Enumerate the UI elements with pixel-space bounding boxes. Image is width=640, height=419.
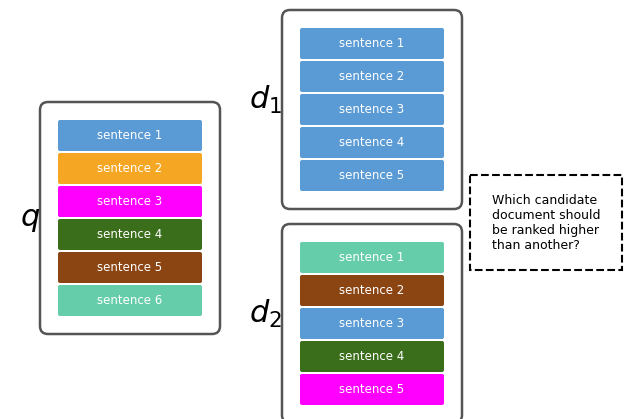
FancyBboxPatch shape [300,242,444,273]
FancyBboxPatch shape [300,160,444,191]
Text: sentence 4: sentence 4 [339,136,404,149]
Text: sentence 4: sentence 4 [97,228,163,241]
Text: sentence 4: sentence 4 [339,350,404,363]
Text: sentence 2: sentence 2 [339,284,404,297]
FancyBboxPatch shape [282,224,462,419]
FancyBboxPatch shape [300,94,444,125]
Text: sentence 3: sentence 3 [97,195,163,208]
FancyBboxPatch shape [58,153,202,184]
Text: sentence 5: sentence 5 [339,383,404,396]
FancyBboxPatch shape [300,28,444,59]
Text: sentence 6: sentence 6 [97,294,163,307]
Text: sentence 1: sentence 1 [339,251,404,264]
Text: $q$: $q$ [20,202,40,233]
FancyBboxPatch shape [300,275,444,306]
Text: $d_1$: $d_1$ [248,83,282,116]
FancyBboxPatch shape [58,219,202,250]
Text: $d_2$: $d_2$ [248,297,282,330]
FancyBboxPatch shape [300,374,444,405]
FancyBboxPatch shape [300,341,444,372]
FancyBboxPatch shape [40,102,220,334]
FancyBboxPatch shape [58,285,202,316]
FancyBboxPatch shape [300,308,444,339]
Text: sentence 1: sentence 1 [339,37,404,50]
Text: Which candidate
document should
be ranked higher
than another?: Which candidate document should be ranke… [492,194,600,251]
FancyBboxPatch shape [58,252,202,283]
Text: sentence 3: sentence 3 [339,103,404,116]
Text: sentence 5: sentence 5 [339,169,404,182]
Text: sentence 1: sentence 1 [97,129,163,142]
FancyBboxPatch shape [300,127,444,158]
FancyBboxPatch shape [58,120,202,151]
Text: sentence 3: sentence 3 [339,317,404,330]
FancyBboxPatch shape [58,186,202,217]
Text: sentence 2: sentence 2 [97,162,163,175]
FancyBboxPatch shape [282,10,462,209]
FancyBboxPatch shape [470,175,622,270]
Text: sentence 2: sentence 2 [339,70,404,83]
Text: sentence 5: sentence 5 [97,261,163,274]
FancyBboxPatch shape [300,61,444,92]
